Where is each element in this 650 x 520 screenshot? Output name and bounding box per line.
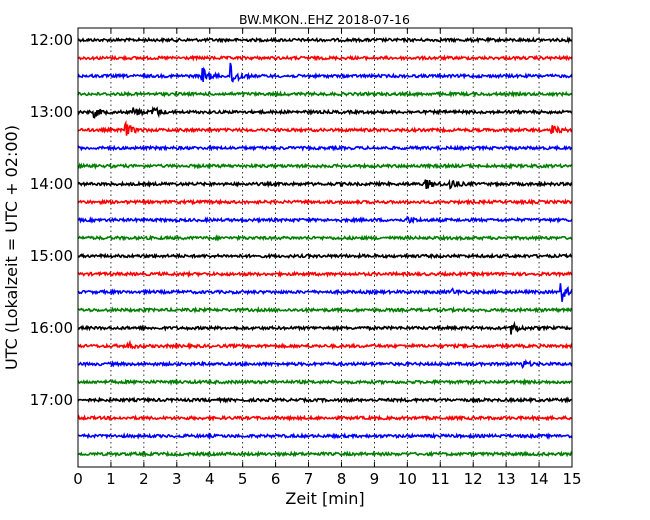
x-tick-label: 0 — [73, 470, 83, 488]
y-tick-label: 15:00 — [30, 247, 73, 265]
x-tick-label: 9 — [370, 470, 380, 488]
x-tick-label: 12 — [464, 470, 483, 488]
trace-1630 — [77, 358, 573, 369]
x-tick-label: 13 — [497, 470, 516, 488]
y-axis-label: UTC (Lokalzeit = UTC + 02:00) — [2, 125, 21, 370]
x-axis-label: Zeit [min] — [285, 489, 364, 508]
trace-1600 — [77, 320, 573, 335]
x-axis: 0 1 2 3 4 5 6 7 8 9 10 11 12 13 14 15 — [73, 28, 582, 488]
x-tick-label: 11 — [431, 470, 450, 488]
x-tick-label: 6 — [271, 470, 281, 488]
trace-1545 — [77, 305, 573, 314]
trace-1400 — [77, 178, 573, 190]
x-tick-label: 8 — [337, 470, 347, 488]
y-tick-label: 13:00 — [30, 103, 73, 121]
x-tick-label: 10 — [398, 470, 417, 488]
x-tick-label: 1 — [106, 470, 116, 488]
trace-1645 — [77, 377, 573, 387]
trace-1745 — [77, 450, 573, 458]
trace-1530 — [77, 283, 573, 302]
chart-title: BW.MKON..EHZ 2018-07-16 — [239, 12, 410, 27]
trace-1500 — [77, 252, 573, 260]
trace-1700 — [77, 396, 573, 404]
trace-1415 — [77, 198, 573, 206]
x-tick-label: 3 — [172, 470, 182, 488]
trace-group — [77, 35, 573, 458]
trace-1300 — [77, 105, 573, 119]
y-tick-label: 12:00 — [30, 31, 73, 49]
x-tick-label: 5 — [238, 470, 248, 488]
y-tick-label: 14:00 — [30, 175, 73, 193]
trace-1430 — [77, 215, 573, 224]
plot-frame — [77, 27, 573, 468]
trace-1230 — [77, 62, 573, 83]
x-tick-label: 15 — [562, 470, 581, 488]
x-tick-label: 14 — [530, 470, 549, 488]
trace-1330 — [77, 144, 573, 152]
trace-1515 — [77, 269, 573, 278]
trace-1730 — [77, 432, 573, 441]
y-tick-label: 17:00 — [30, 391, 73, 409]
trace-1315 — [77, 119, 573, 136]
trace-1615 — [77, 339, 573, 351]
trace-1445 — [77, 233, 573, 242]
trace-1345 — [77, 162, 573, 170]
x-tick-label: 2 — [139, 470, 149, 488]
y-tick-label: 16:00 — [30, 319, 73, 337]
trace-1215 — [77, 54, 573, 62]
trace-1200 — [77, 35, 573, 44]
x-tick-label: 4 — [205, 470, 215, 488]
x-tick-label: 7 — [304, 470, 314, 488]
trace-1715 — [77, 414, 573, 422]
y-axis: 12:00 13:00 14:00 15:00 16:00 17:00 — [30, 31, 572, 409]
trace-1245 — [77, 90, 573, 98]
grid-lines — [110, 28, 540, 467]
